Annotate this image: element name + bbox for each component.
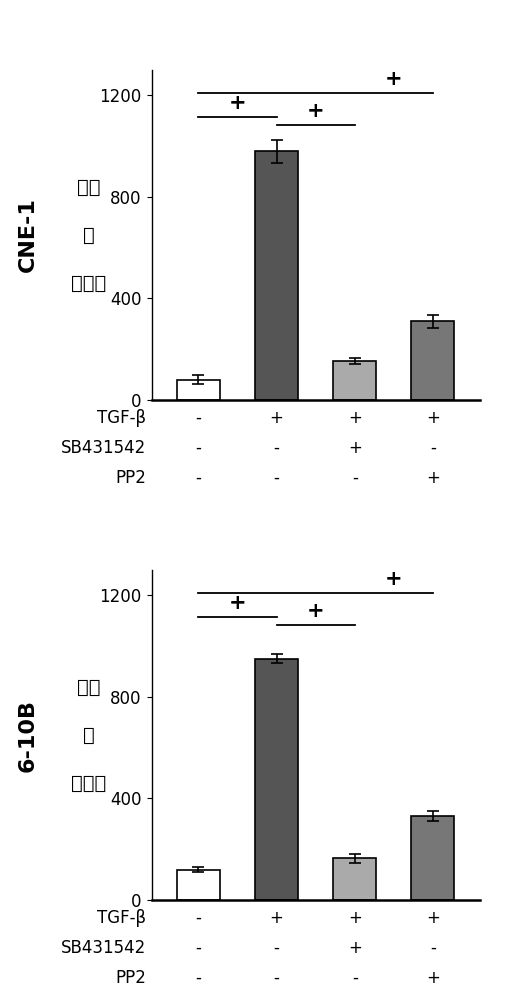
- Text: +: +: [348, 909, 362, 927]
- Text: -: -: [274, 439, 279, 457]
- Text: +: +: [385, 69, 402, 89]
- Text: 的: 的: [82, 726, 94, 744]
- Text: -: -: [195, 909, 201, 927]
- Text: -: -: [195, 409, 201, 427]
- Text: +: +: [348, 409, 362, 427]
- Text: -: -: [274, 469, 279, 487]
- Text: 迁移: 迁移: [77, 678, 100, 696]
- Bar: [333, 361, 376, 400]
- Text: 细胞数: 细胞数: [71, 774, 106, 792]
- Text: +: +: [348, 939, 362, 957]
- Text: TGF-β: TGF-β: [97, 909, 146, 927]
- Bar: [177, 380, 220, 400]
- Text: +: +: [426, 409, 440, 427]
- Text: +: +: [229, 593, 246, 613]
- Text: +: +: [385, 569, 402, 589]
- Text: +: +: [348, 439, 362, 457]
- Text: -: -: [195, 939, 201, 957]
- Text: PP2: PP2: [116, 469, 146, 487]
- Text: 细胞数: 细胞数: [71, 273, 106, 292]
- Text: +: +: [270, 909, 283, 927]
- Text: -: -: [430, 439, 436, 457]
- Text: +: +: [426, 909, 440, 927]
- Text: +: +: [229, 93, 246, 113]
- Text: +: +: [426, 469, 440, 487]
- Text: -: -: [274, 969, 279, 987]
- Text: +: +: [307, 601, 324, 621]
- Bar: [333, 858, 376, 900]
- Text: PP2: PP2: [116, 969, 146, 987]
- Text: -: -: [352, 969, 358, 987]
- Text: 6-10B: 6-10B: [18, 698, 38, 772]
- Bar: [177, 870, 220, 900]
- Text: -: -: [430, 939, 436, 957]
- Text: -: -: [195, 469, 201, 487]
- Text: +: +: [270, 409, 283, 427]
- Text: -: -: [195, 969, 201, 987]
- Text: TGF-β: TGF-β: [97, 409, 146, 427]
- Text: 的: 的: [82, 226, 94, 244]
- Text: -: -: [195, 439, 201, 457]
- Bar: [255, 659, 298, 900]
- Text: 迁移: 迁移: [77, 178, 100, 196]
- Bar: [412, 321, 454, 400]
- Text: SB431542: SB431542: [61, 939, 146, 957]
- Bar: [255, 151, 298, 400]
- Text: CNE-1: CNE-1: [18, 198, 38, 272]
- Bar: [412, 816, 454, 900]
- Text: +: +: [307, 101, 324, 121]
- Text: +: +: [426, 969, 440, 987]
- Text: -: -: [274, 939, 279, 957]
- Text: -: -: [352, 469, 358, 487]
- Text: SB431542: SB431542: [61, 439, 146, 457]
